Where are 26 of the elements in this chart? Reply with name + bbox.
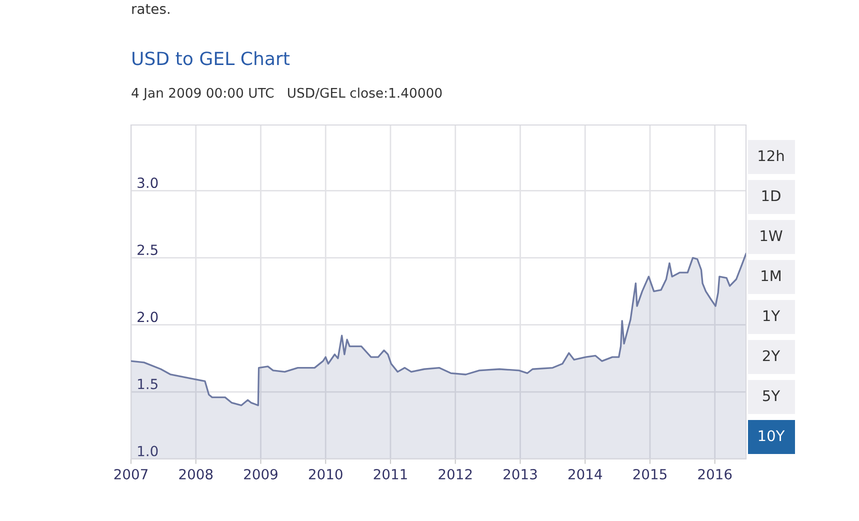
y-tick-label: 1.0: [138, 446, 158, 456]
text: 10Y: [758, 430, 785, 442]
y-tick-label: 2.0: [138, 312, 158, 322]
text: 1W: [760, 230, 782, 242]
text: 1Y: [764, 310, 780, 322]
y-tick-label: 2.5: [138, 244, 158, 256]
text: 1M: [762, 270, 781, 282]
text: 12h: [758, 150, 784, 162]
x-tick-label: 2016: [698, 468, 732, 480]
x-tick-label: 2011: [374, 468, 407, 480]
x-tick-label: 2014: [568, 468, 602, 480]
chart-title: USD to GEL Chart: [132, 51, 290, 66]
x-tick-label: 2010: [308, 468, 342, 480]
text: 4 Jan 2009 00:00 UTC USD/GEL close:1.40000: [132, 88, 442, 100]
x-tick-label: 2012: [438, 468, 472, 480]
y-tick-label: 1.5: [138, 378, 158, 390]
text: 5Y: [763, 390, 780, 402]
x-tick-label: 2007: [114, 468, 148, 480]
x-tick-label: 2015: [633, 468, 666, 480]
x-tick-label: 2009: [244, 468, 278, 480]
chart-subtitle: rates.: [132, 4, 170, 14]
y-tick-label: 3.0: [138, 178, 158, 188]
text: 1D: [762, 190, 780, 202]
x-tick-label: 2013: [504, 468, 537, 480]
text: 2Y: [762, 350, 780, 362]
x-tick-label: 2008: [179, 468, 213, 480]
